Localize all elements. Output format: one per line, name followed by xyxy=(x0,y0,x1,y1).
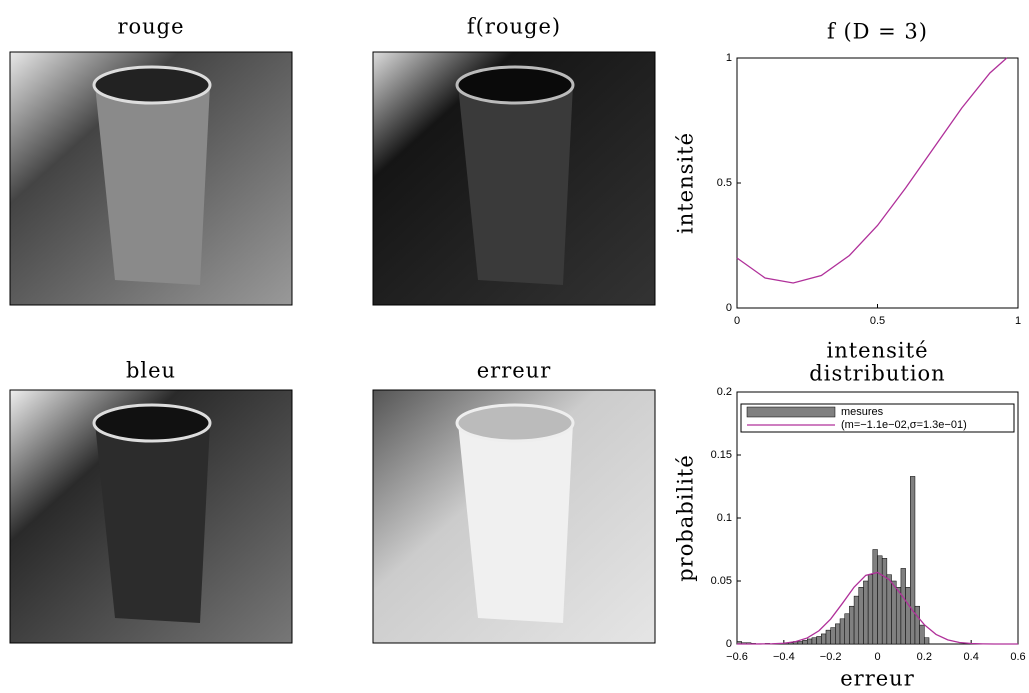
hist-bar xyxy=(863,580,869,645)
x-tick-label: −0.2 xyxy=(820,651,842,663)
hist-bar xyxy=(849,605,855,645)
hist-bar xyxy=(867,574,874,645)
chart-title: distribution xyxy=(809,362,945,386)
hist-bar xyxy=(853,595,860,645)
hist-bar xyxy=(919,624,925,645)
curve xyxy=(736,57,1008,284)
panel-title: f(rouge) xyxy=(467,15,561,39)
hist-bar xyxy=(802,639,808,645)
y-tick-label: 0.1 xyxy=(717,512,732,524)
x-tick-label: 0.5 xyxy=(870,315,885,327)
chart-title: f (D = 3) xyxy=(827,20,928,44)
y-tick-label: 0.05 xyxy=(711,575,732,587)
x-tick-label: 0.4 xyxy=(964,651,979,663)
photo-f-rouge xyxy=(372,51,656,306)
legend-label: (m=−1.1e−02,σ=1.3e−01) xyxy=(841,419,967,431)
hist-bar xyxy=(905,587,911,645)
hist-bar xyxy=(858,587,864,645)
hist-bar xyxy=(839,618,845,645)
panel-title: bleu xyxy=(126,359,176,383)
x-axis-label: erreur xyxy=(840,667,915,691)
x-tick-label: 0 xyxy=(734,315,740,327)
x-tick-label: −0.4 xyxy=(773,651,795,663)
x-tick-label: 1 xyxy=(1015,315,1021,327)
hist-bar xyxy=(844,613,850,645)
y-tick-label: 0 xyxy=(726,638,732,650)
photo-rouge xyxy=(9,51,293,306)
photo-bleu xyxy=(9,389,293,644)
hist-bar xyxy=(872,549,878,645)
x-tick-label: 0 xyxy=(874,651,880,663)
panel-title: rouge xyxy=(117,15,184,39)
y-axis-label: probabilité xyxy=(674,454,698,582)
hist-bar xyxy=(886,574,892,645)
hist-bar xyxy=(910,476,916,645)
hist-bar xyxy=(924,637,930,645)
hist-bar xyxy=(821,633,827,645)
curve xyxy=(737,571,1018,645)
hist-bar xyxy=(797,641,803,645)
hist-bar xyxy=(900,568,906,645)
hist-bar xyxy=(830,627,836,645)
x-tick-label: −0.6 xyxy=(726,651,748,663)
x-tick-label: 0.6 xyxy=(1010,651,1025,663)
y-tick-label: 0 xyxy=(726,302,732,314)
legend-label: mesures xyxy=(841,406,884,418)
y-tick-label: 1 xyxy=(726,52,732,64)
y-tick-label: 0.15 xyxy=(711,449,732,461)
y-axis-label: intensité xyxy=(674,132,698,234)
hist-bar xyxy=(811,637,817,645)
x-tick-label: 0.2 xyxy=(917,651,932,663)
hist-bar xyxy=(881,558,888,645)
hist-bar xyxy=(877,555,883,645)
hist-bar xyxy=(816,636,822,645)
panel-title: erreur xyxy=(477,359,552,383)
y-tick-label: 0.5 xyxy=(717,177,732,189)
hist-bar xyxy=(914,605,920,645)
photo-erreur xyxy=(372,389,656,644)
hist-bar xyxy=(891,580,897,645)
hist-bar xyxy=(895,587,902,645)
hist-bar xyxy=(825,629,831,645)
hist-bar xyxy=(835,623,841,645)
y-tick-label: 0.2 xyxy=(717,386,732,398)
chart-title: intensité xyxy=(827,339,929,363)
legend-swatch xyxy=(746,406,836,418)
hist-bar xyxy=(807,638,813,645)
plot-area xyxy=(736,57,1019,309)
